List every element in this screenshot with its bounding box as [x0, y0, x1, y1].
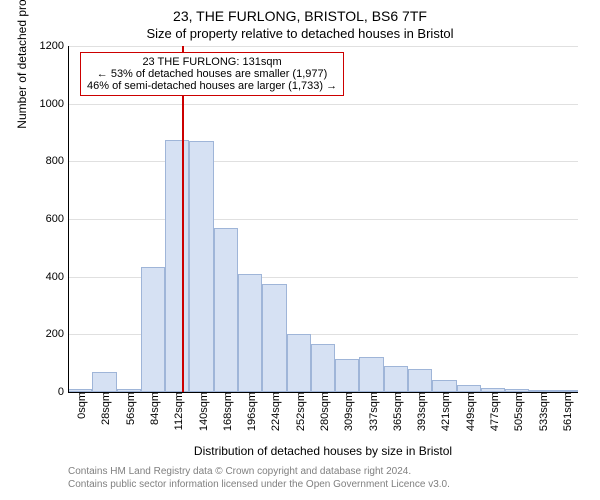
- histogram-bar: [189, 141, 213, 392]
- histogram-bar: [141, 267, 165, 392]
- histogram-bar: [165, 140, 189, 392]
- plot-area: 0200400600800100012000sqm28sqm56sqm84sqm…: [68, 46, 578, 392]
- histogram-bar: [214, 228, 238, 392]
- histogram-bar: [408, 369, 432, 392]
- chart-title-sub: Size of property relative to detached ho…: [0, 24, 600, 41]
- x-tick-label: 449sqm: [461, 392, 477, 431]
- annotation-line: 23 THE FURLONG: 131sqm: [87, 56, 337, 68]
- annotation-line: ← 53% of detached houses are smaller (1,…: [87, 68, 337, 80]
- histogram-bar: [262, 284, 286, 392]
- y-tick-label: 1200: [40, 40, 68, 52]
- y-tick-label: 800: [46, 155, 68, 167]
- y-tick-label: 0: [58, 386, 68, 398]
- x-tick-label: 421sqm: [436, 392, 452, 431]
- y-tick-label: 400: [46, 271, 68, 283]
- histogram-bar: [287, 334, 311, 392]
- x-tick-label: 196sqm: [242, 392, 258, 431]
- x-tick-label: 533sqm: [534, 392, 550, 431]
- gridline: [68, 46, 578, 47]
- x-tick-label: 561sqm: [558, 392, 574, 431]
- annotation-line: 46% of semi-detached houses are larger (…: [87, 80, 337, 92]
- x-tick-label: 168sqm: [218, 392, 234, 431]
- x-tick-label: 505sqm: [509, 392, 525, 431]
- x-tick-label: 477sqm: [485, 392, 501, 431]
- histogram-bar: [457, 385, 481, 392]
- y-axis-label: Number of detached properties: [15, 0, 29, 219]
- x-tick-label: 309sqm: [339, 392, 355, 431]
- x-tick-label: 0sqm: [72, 392, 88, 419]
- histogram-bar: [335, 359, 359, 392]
- gridline: [68, 219, 578, 220]
- histogram-bar: [359, 357, 383, 392]
- y-tick-label: 200: [46, 328, 68, 340]
- x-tick-label: 28sqm: [96, 392, 112, 425]
- x-tick-label: 365sqm: [388, 392, 404, 431]
- x-tick-label: 56sqm: [121, 392, 137, 425]
- x-tick-label: 393sqm: [412, 392, 428, 431]
- annotation-box: 23 THE FURLONG: 131sqm← 53% of detached …: [80, 52, 344, 96]
- y-axis-line: [68, 46, 69, 392]
- attribution-line-2: Contains public sector information licen…: [68, 479, 450, 490]
- x-tick-label: 112sqm: [169, 392, 185, 430]
- y-tick-label: 1000: [40, 98, 68, 110]
- histogram-bar: [384, 366, 408, 392]
- x-axis-label: Distribution of detached houses by size …: [68, 444, 578, 458]
- chart-title-main: 23, THE FURLONG, BRISTOL, BS6 7TF: [0, 0, 600, 24]
- histogram-bar: [311, 344, 335, 392]
- histogram-bar: [92, 372, 116, 392]
- chart-container: 23, THE FURLONG, BRISTOL, BS6 7TF Size o…: [0, 0, 600, 500]
- gridline: [68, 104, 578, 105]
- gridline: [68, 161, 578, 162]
- attribution-line-1: Contains HM Land Registry data © Crown c…: [68, 466, 411, 477]
- x-tick-label: 252sqm: [291, 392, 307, 431]
- reference-line: [182, 46, 184, 392]
- histogram-bar: [432, 380, 456, 392]
- x-tick-label: 224sqm: [266, 392, 282, 431]
- x-axis-line: [68, 392, 578, 393]
- y-tick-label: 600: [46, 213, 68, 225]
- histogram-bar: [238, 274, 262, 392]
- x-tick-label: 140sqm: [194, 392, 210, 431]
- x-tick-label: 84sqm: [145, 392, 161, 425]
- x-tick-label: 280sqm: [315, 392, 331, 431]
- x-tick-label: 337sqm: [364, 392, 380, 431]
